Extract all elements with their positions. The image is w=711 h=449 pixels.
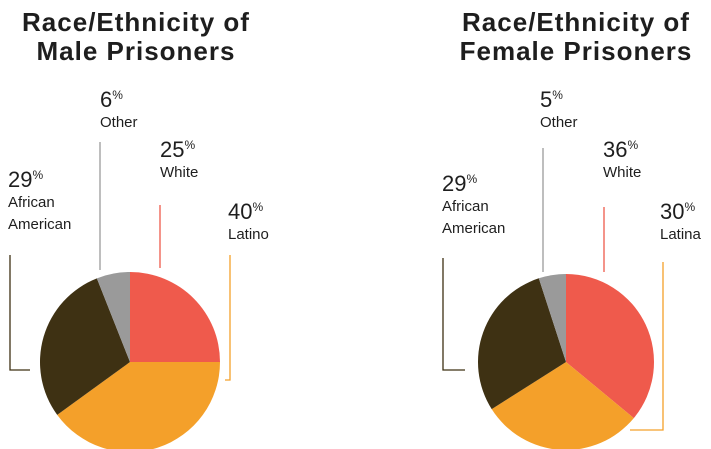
unit: % xyxy=(32,168,44,182)
slice-label: 29% African American xyxy=(442,172,524,240)
category-label: Latino xyxy=(228,226,269,243)
pie-slice xyxy=(57,362,220,449)
pie-slice xyxy=(491,362,634,449)
value-label: 30% xyxy=(660,200,711,224)
value: 6 xyxy=(100,87,113,112)
unit: % xyxy=(466,172,478,186)
value-label: 25% xyxy=(160,138,242,162)
value: 36 xyxy=(603,137,628,162)
category-label: Other xyxy=(540,114,578,131)
unit: % xyxy=(552,88,563,102)
value: 30 xyxy=(660,199,685,224)
leader-line xyxy=(442,258,465,371)
value: 40 xyxy=(228,199,253,224)
category-label: White xyxy=(160,164,199,181)
leader-line xyxy=(630,262,664,431)
slice-label: 25% White xyxy=(160,138,242,184)
pie-slice xyxy=(40,278,130,415)
slice-label: 29% African American xyxy=(8,168,90,236)
pie-slice xyxy=(130,272,220,362)
slice-label: 36% White xyxy=(603,138,685,184)
chart-title: Race/Ethnicity of Female Prisoners xyxy=(459,7,693,66)
pie-slice xyxy=(96,272,130,362)
leader-line xyxy=(225,255,231,381)
slice-label: 30% Latina xyxy=(660,200,711,246)
value: 29 xyxy=(8,167,33,192)
category-label: African American xyxy=(442,198,506,237)
pie-slice xyxy=(478,278,566,410)
pie-slice xyxy=(538,274,566,362)
category-label: Latina xyxy=(660,226,701,243)
unit: % xyxy=(112,88,123,102)
category-label: Other xyxy=(100,114,138,131)
chart-title: Race/Ethnicity of Male Prisoners xyxy=(22,7,250,66)
unit: % xyxy=(184,138,196,152)
value: 5 xyxy=(540,87,553,112)
value: 29 xyxy=(442,171,467,196)
value-label: 6% xyxy=(100,88,182,112)
value-label: 29% xyxy=(442,172,524,196)
slice-label: 5% Other xyxy=(540,88,622,134)
value-label: 40% xyxy=(228,200,310,224)
category-label: African American xyxy=(8,194,72,233)
slice-label: 40% Latino xyxy=(228,200,310,246)
pie-slice xyxy=(566,274,654,419)
slice-label: 6% Other xyxy=(100,88,182,134)
unit: % xyxy=(252,200,264,214)
unit: % xyxy=(627,138,639,152)
value-label: 36% xyxy=(603,138,685,162)
value-label: 29% xyxy=(8,168,90,192)
category-label: White xyxy=(603,164,642,181)
leader-line xyxy=(9,255,30,371)
value: 25 xyxy=(160,137,185,162)
unit: % xyxy=(684,200,696,214)
value-label: 5% xyxy=(540,88,622,112)
